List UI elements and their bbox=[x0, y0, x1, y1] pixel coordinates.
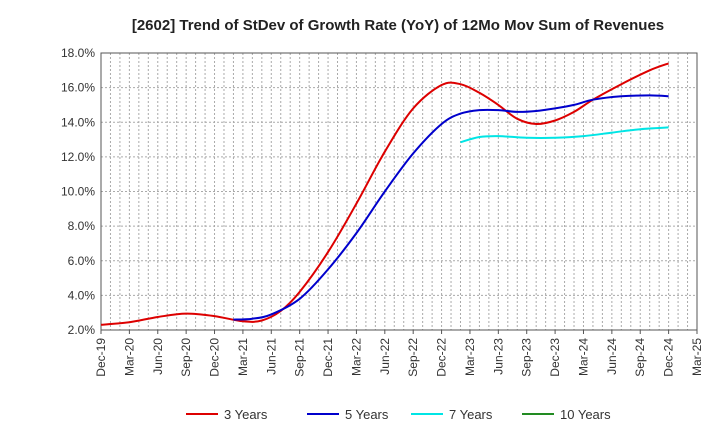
x-tick-label: Jun-22 bbox=[378, 338, 392, 375]
y-axis: 2.0% 4.0% 6.0% 8.0% 10.0% 12.0% 14.0% 16.0% 18.0… bbox=[61, 46, 95, 337]
y-tick-label: 10.0% bbox=[61, 185, 95, 199]
y-tick-label: 16.0% bbox=[61, 81, 95, 95]
y-tick-label: 14.0% bbox=[61, 115, 95, 129]
x-tick-label: Dec-24 bbox=[662, 338, 676, 377]
x-tick-label: Sep-22 bbox=[406, 338, 420, 377]
series-line-3-years bbox=[100, 62, 669, 326]
y-tick-label: 18.0% bbox=[61, 46, 95, 60]
y-tick-label: 6.0% bbox=[68, 254, 96, 268]
x-tick-label: Mar-22 bbox=[349, 338, 363, 376]
y-tick-label: 2.0% bbox=[68, 323, 96, 337]
x-tick-label: Jun-23 bbox=[491, 338, 505, 375]
legend: 3 Years 5 Years 7 Years 10 Years bbox=[186, 407, 611, 422]
y-tick-label: 8.0% bbox=[68, 219, 96, 233]
legend-label-3-years: 3 Years bbox=[224, 407, 268, 422]
x-tick-label: Sep-20 bbox=[179, 338, 193, 377]
x-tick-label: Mar-21 bbox=[236, 338, 250, 376]
y-tick-label: 4.0% bbox=[68, 288, 96, 302]
legend-label-10-years: 10 Years bbox=[560, 407, 611, 422]
x-tick-label: Dec-19 bbox=[94, 338, 108, 377]
x-axis: Dec-19 Mar-20 Jun-20 Sep-20 Dec-20 Mar-21 Jun-… bbox=[94, 330, 704, 377]
x-tick-label: Jun-24 bbox=[605, 338, 619, 375]
x-tick-label: Mar-23 bbox=[463, 338, 477, 376]
series-group bbox=[100, 62, 669, 326]
x-tick-label: Dec-20 bbox=[208, 338, 222, 377]
y-tick-label: 12.0% bbox=[61, 150, 95, 164]
x-tick-label: Mar-24 bbox=[576, 338, 590, 376]
plot-area bbox=[100, 52, 698, 331]
x-tick-label: Jun-21 bbox=[264, 338, 278, 375]
chart-title: [2602] Trend of StDev of Growth Rate (Yo… bbox=[132, 17, 664, 34]
x-tick-label: Dec-23 bbox=[548, 338, 562, 377]
x-tick-label: Sep-23 bbox=[520, 338, 534, 377]
grid-lines bbox=[101, 53, 697, 330]
x-tick-label: Sep-24 bbox=[633, 338, 647, 377]
legend-label-5-years: 5 Years bbox=[345, 407, 389, 422]
x-tick-label: Dec-21 bbox=[321, 338, 335, 377]
x-tick-label: Mar-20 bbox=[122, 338, 136, 376]
x-tick-label: Mar-25 bbox=[690, 338, 704, 376]
x-tick-label: Dec-22 bbox=[435, 338, 449, 377]
series-line-7-years bbox=[460, 126, 669, 144]
series-line-5-years bbox=[233, 94, 669, 321]
x-tick-label: Jun-20 bbox=[151, 338, 165, 375]
x-tick-label: Sep-21 bbox=[293, 338, 307, 377]
legend-label-7-years: 7 Years bbox=[449, 407, 493, 422]
